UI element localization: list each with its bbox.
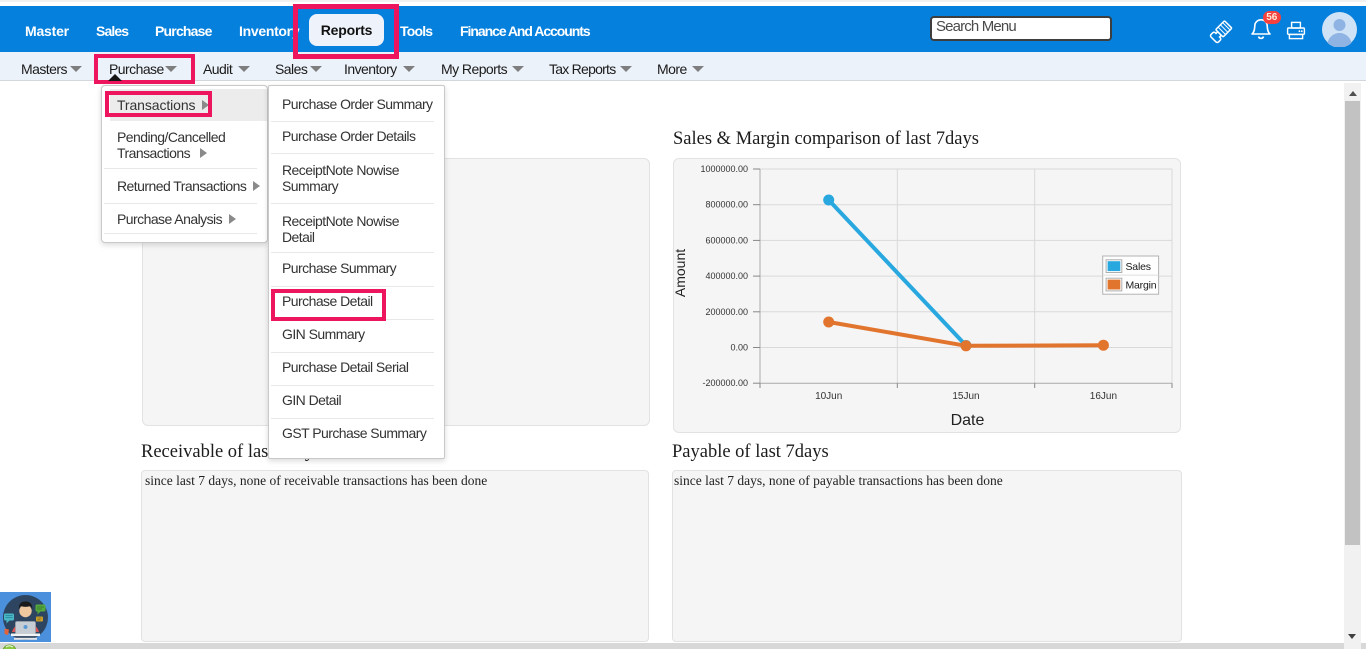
- svg-text:Margin: Margin: [1126, 279, 1157, 291]
- svg-text:15Jun: 15Jun: [952, 391, 979, 402]
- svg-text:200000.00: 200000.00: [705, 307, 748, 317]
- svg-text:800000.00: 800000.00: [705, 200, 748, 210]
- svg-text:Sales: Sales: [1126, 261, 1151, 273]
- svg-text:16Jun: 16Jun: [1090, 391, 1117, 402]
- svg-text:Amount: Amount: [673, 249, 688, 297]
- svg-text:1000000.00: 1000000.00: [700, 164, 748, 174]
- svg-text:10Jun: 10Jun: [815, 391, 842, 402]
- svg-text:-200000.00: -200000.00: [702, 378, 748, 388]
- svg-text:0.00: 0.00: [730, 343, 748, 353]
- svg-text:400000.00: 400000.00: [705, 271, 748, 281]
- svg-text:Date: Date: [951, 412, 985, 429]
- svg-text:600000.00: 600000.00: [705, 235, 748, 245]
